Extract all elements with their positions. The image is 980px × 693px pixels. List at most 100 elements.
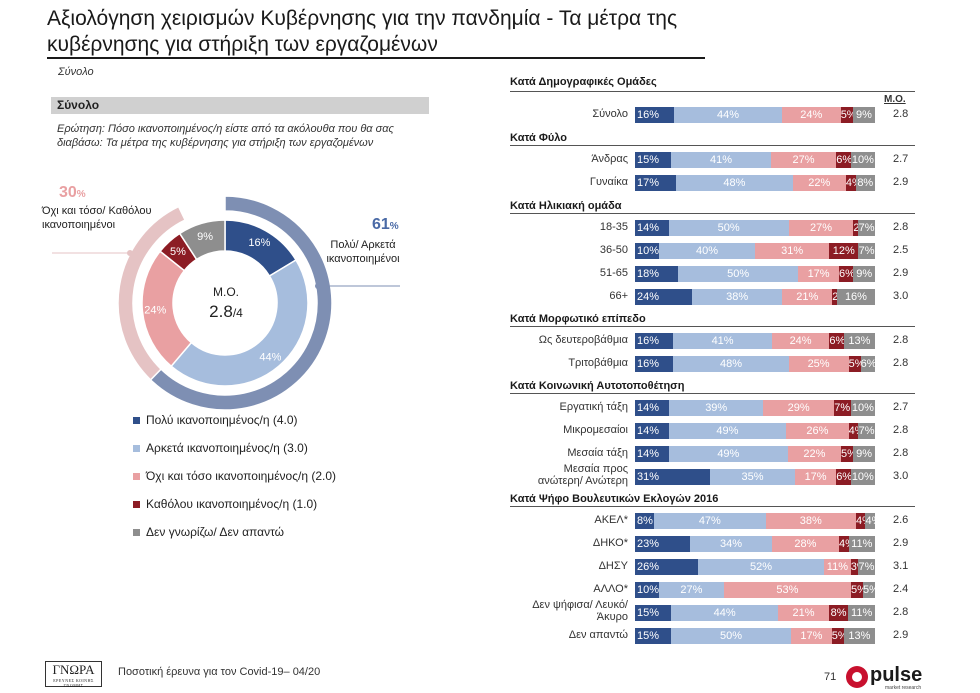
bar-segment-2: 44% bbox=[671, 605, 779, 621]
center-mo-value: 2.8/4 bbox=[209, 302, 243, 321]
bar-segment-1: 14% bbox=[635, 400, 669, 416]
group-heading: Κατά Μορφωτικό επίπεδο bbox=[510, 312, 915, 327]
bar-segment-3: 27% bbox=[788, 220, 854, 236]
bar-segment-4: 6% bbox=[836, 152, 853, 168]
bar-segment-1: 14% bbox=[635, 220, 669, 236]
row-mo-value: 2.4 bbox=[893, 583, 909, 595]
row-label: Εργατική τάξη bbox=[559, 401, 628, 413]
donut-slice-2 bbox=[170, 258, 309, 387]
stacked-bar: 31% 35% 17% 6% 10% bbox=[634, 468, 876, 486]
stacked-bar: 15% 50% 17% 5% 13% bbox=[634, 627, 876, 645]
row-mo-value: 2.5 bbox=[893, 244, 909, 256]
bar-segment-5: 10% bbox=[850, 400, 875, 416]
bar-segment-4: 3% bbox=[850, 559, 867, 575]
bar-segment-2: 48% bbox=[676, 175, 793, 191]
legend-item: Δεν γνωρίζω/ Δεν απαντώ bbox=[133, 524, 336, 540]
bar-segment-1: 15% bbox=[635, 628, 671, 644]
negative-pct: 30% bbox=[59, 184, 86, 201]
stacked-bar: 16% 41% 24% 6% 13% bbox=[634, 332, 876, 350]
bar-segment-1: 15% bbox=[635, 152, 672, 168]
stacked-bar: 14% 49% 22% 5% 9% bbox=[634, 445, 876, 463]
row-mo-value: 2.9 bbox=[893, 537, 909, 549]
row-mo-value: 2.8 bbox=[893, 334, 909, 346]
stacked-bar: 24%38%21%2%16% bbox=[634, 288, 876, 306]
bar-segment-4: 6% bbox=[838, 266, 855, 282]
bar-segment-4: 12% bbox=[829, 243, 859, 259]
bar-segment-1: 18% bbox=[635, 266, 679, 282]
bar-segment-5: 9% bbox=[853, 266, 875, 282]
page-title: Αξιολόγηση χειρισμών Κυβέρνησης για την … bbox=[47, 6, 677, 58]
bar-segment-2: 49% bbox=[668, 423, 787, 439]
bar-segment-1: 26% bbox=[635, 559, 699, 575]
row-mo-value: 2.9 bbox=[893, 629, 909, 641]
bar-segment-1: 14% bbox=[635, 446, 669, 462]
row-mo-value: 3.1 bbox=[893, 560, 909, 572]
legend-item: Καθόλου ικανοποιημένος/η (1.0) bbox=[133, 496, 336, 512]
donut-slice-label: 16% bbox=[248, 237, 270, 249]
row-mo-value: 3.0 bbox=[893, 470, 909, 482]
bar-segment-5: 4% bbox=[865, 513, 882, 529]
donut-slice-label: 24% bbox=[144, 305, 166, 317]
row-label: Μεσαία τάξη bbox=[567, 447, 628, 459]
row-mo-value: 2.8 bbox=[893, 108, 909, 120]
bar-segment-3: 27% bbox=[770, 152, 837, 168]
bar-segment-5: 9% bbox=[852, 107, 875, 123]
row-label: Δεν ψήφισα/ Λευκό/ Άκυρο bbox=[532, 599, 628, 623]
bar-segment-3: 22% bbox=[792, 175, 846, 191]
row-mo-value: 2.7 bbox=[893, 401, 909, 413]
legend: Πολύ ικανοποιημένος/η (4.0) Αρκετά ικανοπ… bbox=[133, 412, 336, 552]
positive-label: Πολύ/ Αρκετά ικανοποιημένοι bbox=[326, 239, 400, 265]
question-text: Ερώτηση: Πόσο ικανοποιημένος/η είστε από… bbox=[57, 123, 394, 149]
bar-segment-3: 17% bbox=[791, 628, 832, 644]
bar-segment-2: 35% bbox=[710, 469, 795, 485]
panel-head: Σύνολο bbox=[51, 97, 429, 114]
bar-segment-1: 24% bbox=[635, 289, 693, 305]
bar-segment-1: 16% bbox=[635, 333, 674, 349]
group-heading: Κατά Ψήφο Βουλευτικών Εκλογών 2016 bbox=[510, 492, 915, 507]
row-label: Άνδρας bbox=[591, 153, 628, 165]
bar-segment-5: 13% bbox=[843, 628, 875, 644]
stacked-bar: 16% 44% 24% 5% 9% bbox=[634, 106, 876, 124]
legend-swatch bbox=[133, 500, 140, 508]
bar-segment-2: 50% bbox=[668, 220, 789, 236]
bar-segment-4: 4% bbox=[855, 513, 872, 529]
stacked-bar: 10% 40% 31% 12% 7% bbox=[634, 242, 876, 260]
title-underline bbox=[47, 57, 705, 59]
row-label: Δεν απαντώ bbox=[568, 629, 628, 641]
bar-segment-3: 53% bbox=[723, 582, 851, 598]
donut-slice-5 bbox=[178, 219, 226, 261]
bar-segment-2: 52% bbox=[698, 559, 825, 575]
row-label: ΑΛΛΟ* bbox=[593, 583, 628, 595]
group-heading-underline bbox=[510, 78, 915, 92]
row-mo-value: 2.9 bbox=[893, 267, 909, 279]
bar-segment-5: 16% bbox=[836, 289, 875, 305]
stacked-bar: 8% 47% 38% 4% 4% bbox=[634, 512, 882, 530]
title-line-2: κυβέρνησης για στήριξη των εργαζομένων bbox=[47, 33, 438, 56]
bar-segment-5: 7% bbox=[857, 559, 875, 575]
mo-column-head: Μ.Ο. bbox=[884, 94, 906, 105]
bar-segment-3: 26% bbox=[786, 423, 849, 439]
stacked-bar: 15% 41% 27% 6% 10% bbox=[634, 151, 876, 169]
stacked-bar: 17% 48% 22% 4% 8% bbox=[634, 174, 876, 192]
bar-segment-2: 38% bbox=[692, 289, 783, 305]
right-panel-head: Κατά Δημογραφικές Ομάδες bbox=[510, 76, 657, 88]
bar-segment-3: 21% bbox=[778, 605, 829, 621]
bar-segment-1: 17% bbox=[635, 175, 677, 191]
bar-segment-3: 17% bbox=[794, 469, 837, 485]
stacked-bar: 14% 39% 29% 7% 10% bbox=[634, 399, 876, 417]
negative-connector-dot bbox=[127, 250, 133, 256]
row-mo-value: 2.6 bbox=[893, 514, 909, 526]
bar-segment-4: 8% bbox=[828, 605, 849, 621]
bar-segment-3: 38% bbox=[765, 513, 856, 529]
bar-segment-4: 5% bbox=[848, 356, 865, 372]
bar-segment-2: 27% bbox=[659, 582, 724, 598]
row-label: 66+ bbox=[609, 290, 628, 302]
legend-label: Καθόλου ικανοποιημένος/η (1.0) bbox=[146, 497, 318, 511]
bar-segment-5: 7% bbox=[858, 243, 875, 259]
row-label: Ως δευτεροβάθμια bbox=[538, 334, 628, 346]
bar-segment-5: 8% bbox=[855, 175, 875, 191]
legend-label: Όχι και τόσο ικανοποιημένος/η (2.0) bbox=[146, 469, 337, 483]
bar-segment-3: 11% bbox=[824, 559, 851, 575]
bar-segment-3: 29% bbox=[763, 400, 834, 416]
bar-segment-3: 21% bbox=[782, 289, 833, 305]
